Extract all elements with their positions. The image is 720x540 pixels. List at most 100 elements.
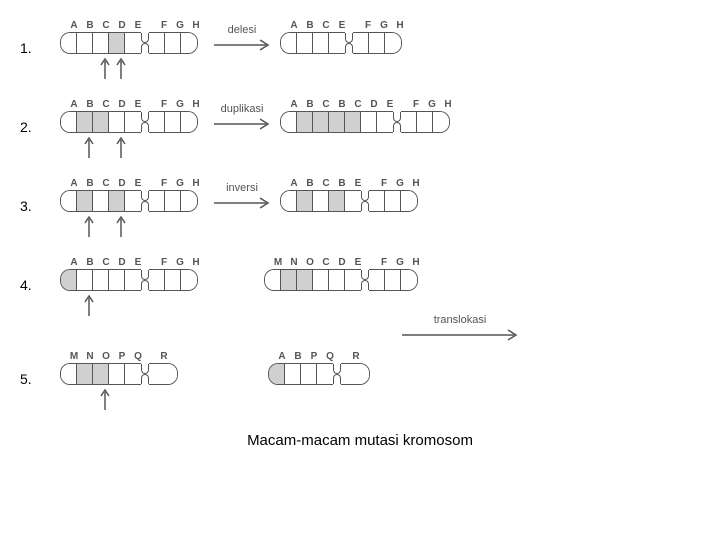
chrom-segment	[369, 33, 385, 53]
mutation-row: 5.MNOPQRABPQR	[20, 351, 700, 412]
band-label: F	[156, 178, 172, 189]
chrom-segment	[149, 364, 177, 384]
chrom-segment	[93, 112, 109, 132]
chrom-segment	[417, 112, 433, 132]
band-label: B	[290, 351, 306, 362]
band-label: A	[66, 20, 82, 31]
mutation-row: 3.ABCDEFGHinversiABCBEFGH	[20, 178, 700, 239]
mutation-diagram: 1.ABCDEFGHdelesiABCEFGH2.ABCDEFGHduplika…	[20, 20, 700, 412]
band-label	[338, 351, 348, 362]
band-label: F	[408, 99, 424, 110]
chrom-segment	[125, 112, 141, 132]
breakpoint-arrows	[60, 292, 98, 318]
chrom-segment	[377, 112, 393, 132]
band-label: E	[130, 20, 146, 31]
band-label: M	[270, 257, 286, 268]
band-label: B	[82, 257, 98, 268]
breakpoint-arrows	[60, 55, 130, 81]
chrom-segment	[165, 191, 181, 211]
band-label: B	[302, 20, 318, 31]
chromosome: ABCDEFGH	[60, 20, 204, 81]
centromere	[141, 33, 149, 53]
transform-arrow: duplikasi	[212, 117, 272, 131]
band-label: H	[188, 257, 204, 268]
chrom-segment	[341, 364, 369, 384]
chrom-segment	[353, 33, 369, 53]
chrom-segment	[77, 112, 93, 132]
chrom-segment	[385, 270, 401, 290]
band-label: B	[302, 99, 318, 110]
band-label: R	[156, 351, 172, 362]
band-label: C	[98, 99, 114, 110]
band-label: B	[82, 99, 98, 110]
up-arrow-icon	[98, 386, 114, 412]
chromosome: ABPQR	[268, 351, 370, 384]
band-label: P	[306, 351, 322, 362]
band-label: C	[98, 20, 114, 31]
chrom-segment	[281, 191, 297, 211]
band-label: E	[350, 178, 366, 189]
band-label: A	[286, 20, 302, 31]
band-label: B	[334, 178, 350, 189]
chrom-segment	[281, 270, 297, 290]
band-label: F	[360, 20, 376, 31]
chrom-segment	[297, 270, 313, 290]
chrom-segment	[181, 270, 197, 290]
centromere	[393, 112, 401, 132]
chrom-segment	[149, 270, 165, 290]
mutation-type-label: delesi	[228, 24, 257, 36]
centromere	[361, 270, 369, 290]
up-arrow-icon	[114, 55, 130, 81]
band-label	[350, 20, 360, 31]
chrom-segment	[93, 33, 109, 53]
band-label	[366, 178, 376, 189]
chrom-segment	[385, 33, 401, 53]
band-label: N	[82, 351, 98, 362]
chrom-segment	[77, 364, 93, 384]
band-label: F	[376, 178, 392, 189]
band-label: Q	[130, 351, 146, 362]
breakpoint-arrows	[60, 213, 130, 239]
band-label: E	[382, 99, 398, 110]
band-label: C	[318, 99, 334, 110]
chromosome: MNOPQR	[60, 351, 178, 412]
chrom-segment	[385, 191, 401, 211]
band-label: A	[286, 178, 302, 189]
band-label: D	[334, 257, 350, 268]
chrom-segment	[181, 33, 197, 53]
chrom-segment	[165, 112, 181, 132]
chrom-segment	[125, 270, 141, 290]
chrom-segment	[125, 33, 141, 53]
band-label: B	[82, 20, 98, 31]
mutation-type-label: inversi	[226, 182, 258, 194]
band-label	[146, 351, 156, 362]
band-label: C	[318, 20, 334, 31]
band-label: C	[350, 99, 366, 110]
chromosome: ABCEFGH	[280, 20, 408, 53]
band-label: H	[440, 99, 456, 110]
up-arrow-icon	[82, 134, 98, 160]
centromere	[141, 364, 149, 384]
chrom-segment	[313, 33, 329, 53]
chrom-segment	[345, 191, 361, 211]
centromere	[141, 270, 149, 290]
up-arrow-icon	[82, 292, 98, 318]
band-label: D	[114, 178, 130, 189]
chromosome: ABCDEFGH	[60, 257, 204, 318]
transform-arrow: inversi	[212, 196, 272, 210]
up-arrow-icon	[114, 134, 130, 160]
band-label: H	[392, 20, 408, 31]
chrom-segment	[109, 112, 125, 132]
band-label: G	[424, 99, 440, 110]
chromosome: ABCDEFGH	[60, 178, 204, 239]
chrom-segment	[93, 191, 109, 211]
centromere	[141, 191, 149, 211]
band-label: G	[172, 99, 188, 110]
band-label	[366, 257, 376, 268]
chrom-segment	[345, 270, 361, 290]
breakpoint-arrows	[60, 386, 114, 412]
chrom-segment	[77, 191, 93, 211]
band-label: E	[130, 178, 146, 189]
chrom-segment	[109, 191, 125, 211]
chrom-segment	[285, 364, 301, 384]
